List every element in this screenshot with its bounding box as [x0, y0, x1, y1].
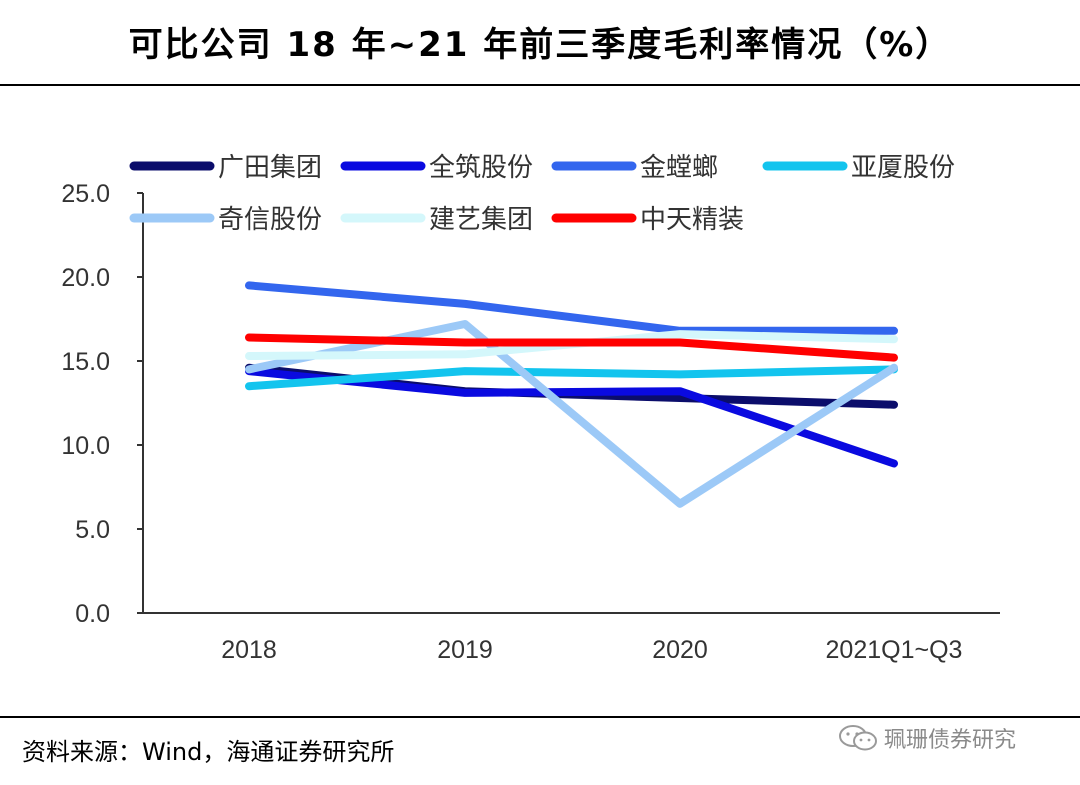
- legend-label: 奇信股份: [218, 205, 322, 235]
- series-line-7: [245, 333, 898, 362]
- legend-label: 中天精装: [640, 205, 744, 235]
- legend-label: 全筑股份: [429, 153, 533, 183]
- source-note: 资料来源：Wind，海通证券研究所: [22, 738, 395, 766]
- y-tick-label: 5.0: [75, 516, 110, 544]
- series-line-3: [245, 281, 898, 335]
- series-line-4: [245, 365, 898, 391]
- legend-item-6: 建艺集团: [340, 205, 533, 235]
- x-tick-label: 2020: [652, 636, 708, 664]
- chart-title: 可比公司 18 年~21 年前三季度毛利率情况（%）: [128, 25, 952, 65]
- legend-item-3: 金螳螂: [551, 153, 718, 183]
- footer-divider: [0, 716, 1080, 718]
- legend-item-2: 全筑股份: [340, 153, 533, 183]
- watermark-text: 珮珊债券研究: [884, 728, 1017, 753]
- legend-label: 金螳螂: [640, 153, 718, 183]
- y-tick-label: 20.0: [61, 264, 110, 292]
- series-line-5: [245, 320, 898, 508]
- legend-item-5: 奇信股份: [129, 205, 322, 235]
- legend-label: 广田集团: [218, 153, 322, 183]
- title-divider: [0, 84, 1080, 86]
- axes: 0.0 5.0 10.0 15.0 20.0 25.0 2018 2019 2020 2021Q1…: [61, 180, 1000, 664]
- y-tick-label: 0.0: [75, 600, 110, 628]
- legend-item-7: 中天精装: [551, 205, 744, 235]
- wechat-icon: [839, 725, 877, 751]
- legend-label: 亚厦股份: [851, 153, 955, 183]
- line-chart: 0.0 5.0 10.0 15.0 20.0 25.0 2018 2019 2020 2021Q1…: [61, 153, 1000, 664]
- x-tick-label: 2021Q1~Q3: [826, 636, 963, 664]
- legend-label: 建艺集团: [429, 205, 533, 235]
- y-tick-label: 25.0: [61, 180, 110, 208]
- legend-item-1: 广田集团: [129, 153, 322, 183]
- watermark: 珮珊债券研究: [838, 722, 1016, 754]
- y-tick-label: 10.0: [61, 432, 110, 460]
- y-tick-label: 15.0: [61, 348, 110, 376]
- x-tick-label: 2019: [437, 636, 493, 664]
- series-lines: [245, 281, 898, 508]
- x-tick-label: 2018: [221, 636, 277, 664]
- legend-item-4: 亚厦股份: [762, 153, 955, 183]
